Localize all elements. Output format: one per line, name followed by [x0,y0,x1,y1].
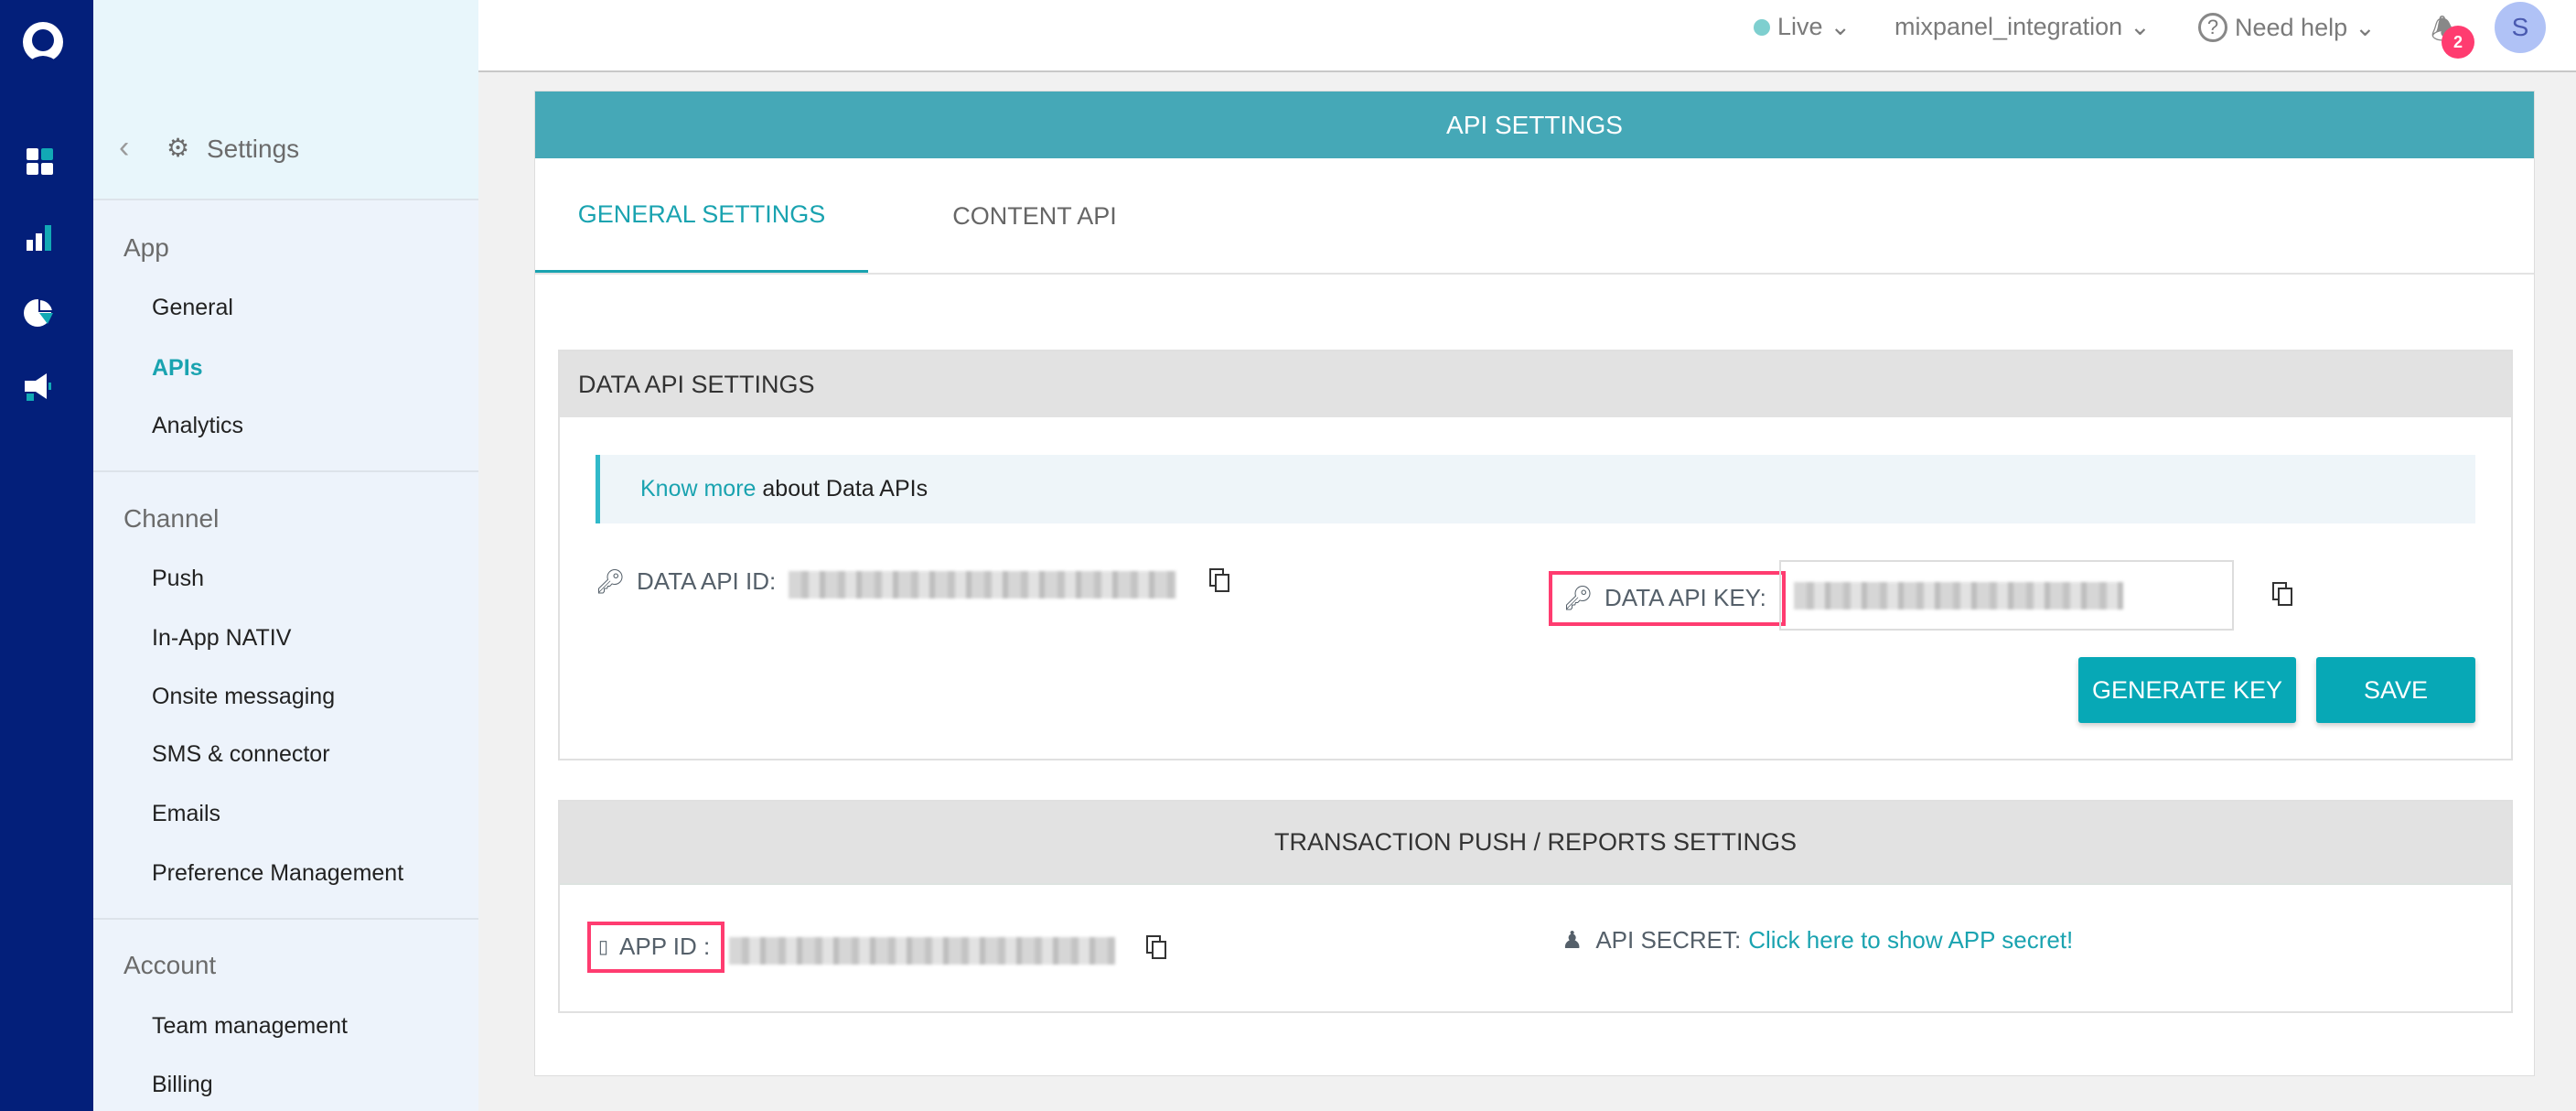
sidebar-header: ‹ ⚙ Settings [93,0,478,200]
divider [93,470,478,472]
key-icon: 🔑︎ [1563,584,1594,611]
data-api-key-value-redacted [1794,582,2123,609]
info-text: about Data APIs [756,476,928,502]
app-id-label: ▯ APP ID : [598,933,710,961]
env-label: Live [1777,13,1823,40]
data-api-key-label: 🔑︎ DATA API KEY: [1563,584,1766,612]
sidebar-item-onsite[interactable]: Onsite messaging [152,684,336,709]
highlight-box [1549,571,1786,626]
logo-icon[interactable] [19,20,67,68]
app-dropdown[interactable]: mixpanel_integration ⌄ [1894,13,2151,41]
help-dropdown[interactable]: ? Need help ⌄ [2198,13,2376,42]
copy-icon[interactable] [1146,935,1166,959]
tab-general-settings[interactable]: GENERAL SETTINGS [535,158,868,274]
show-secret-link[interactable]: Click here to show APP secret! [1748,926,2074,954]
help-icon: ? [2198,13,2227,42]
sidebar-item-analytics[interactable]: Analytics [152,413,244,438]
api-secret-row: ♟ API SECRET: Click here to show APP secre… [1562,926,2073,955]
dashboard-icon[interactable] [23,145,63,185]
sidebar-item-preferences[interactable]: Preference Management [152,860,404,886]
sidebar-item-billing[interactable]: Billing [152,1072,213,1097]
copy-icon[interactable] [2272,582,2292,606]
divider [93,918,478,920]
chevron-down-icon: ⌄ [2355,13,2376,41]
help-label: Need help [2235,13,2348,41]
section-account: Account [123,951,217,979]
top-bar: Live ⌄ mixpanel_integration ⌄ ? Need help ⌄ … [478,0,2576,72]
segments-icon[interactable] [23,295,63,335]
panel-title: API SETTINGS [535,92,2534,158]
tab-content-api[interactable]: CONTENT API [952,201,1117,230]
key-icon: 🔑︎ [596,567,627,595]
settings-sidebar: ‹ ⚙ Settings App General APIs Analytics … [93,0,478,1111]
section-title: DATA API SETTINGS [560,351,2511,417]
data-api-key-input[interactable] [1779,560,2234,631]
sidebar-item-sms[interactable]: SMS & connector [152,741,330,767]
avatar[interactable]: S [2495,2,2546,53]
chevron-down-icon: ⌄ [1830,13,1852,40]
sidebar-item-in-app[interactable]: In-App NATIV [152,625,292,651]
label-text: APP ID : [619,933,711,960]
sidebar-item-apis[interactable]: APIs [152,355,203,381]
sidebar-item-emails[interactable]: Emails [152,801,221,826]
generate-key-button[interactable]: GENERATE KEY [2078,657,2296,723]
chevron-down-icon: ⌄ [2130,13,2151,40]
transaction-settings-section: TRANSACTION PUSH / REPORTS SETTINGS ▯ APP… [558,800,2513,1013]
api-settings-panel: API SETTINGS GENERAL SETTINGS CONTENT AP… [534,91,2535,1076]
live-status-dot [1754,18,1770,36]
sidebar-title: Settings [207,135,300,163]
data-api-id-label: 🔑︎ DATA API ID: [596,567,776,596]
know-more-link[interactable]: Know more [640,476,757,502]
sidebar-item-general[interactable]: General [152,295,233,320]
gear-icon: ⚙ [166,134,190,162]
label-text: DATA API KEY: [1605,584,1766,611]
notification-badge: 2 [2442,26,2474,59]
tab-divider [535,273,2534,275]
save-button[interactable]: SAVE [2316,657,2475,723]
secret-agent-icon: ♟ [1562,926,1583,954]
analytics-icon[interactable] [23,221,63,262]
label-text: API SECRET: [1595,926,1742,954]
info-banner: Know more about Data APIs [596,455,2475,523]
data-api-id-value-redacted [789,571,1176,599]
section-title: TRANSACTION PUSH / REPORTS SETTINGS [560,802,2511,885]
label-text: DATA API ID: [637,567,777,595]
highlight-box [587,922,724,973]
section-channel: Channel [123,504,220,533]
app-label: mixpanel_integration [1894,13,2123,40]
data-api-settings-section: DATA API SETTINGS Know more about Data A… [558,350,2513,760]
section-app: App [123,233,169,262]
campaign-megaphone-icon[interactable] [23,372,63,412]
back-chevron-icon[interactable]: ‹ [119,130,130,165]
copy-icon[interactable] [1209,568,1229,592]
sidebar-item-push[interactable]: Push [152,566,204,591]
app-id-value-redacted [729,937,1115,965]
nav-rail [0,0,93,1111]
notifications-button[interactable]: 🕭 2 [2429,9,2474,59]
mobile-icon: ▯ [598,937,609,957]
sidebar-item-team[interactable]: Team management [152,1013,349,1039]
env-dropdown[interactable]: Live ⌄ [1754,13,1851,41]
